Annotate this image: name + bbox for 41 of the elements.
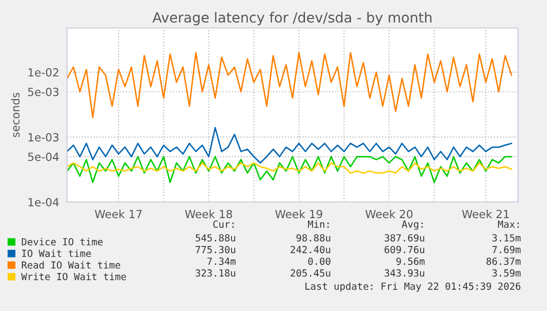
chart-title: Average latency for /dev/sda - by month [152,12,432,26]
legend-label: Device IO time [22,238,103,246]
text: 86.37m [486,258,521,265]
text: 98.88u [296,234,330,242]
text: 9.56m [396,258,425,265]
x-tick-label: Week 18 [185,210,232,218]
legend-label: IO Wait time [22,250,91,258]
x-tick-label: Week 17 [94,210,142,218]
text: 387.69u [384,234,424,242]
text: 775.30u [196,246,236,254]
line-series [67,126,512,164]
text: Cur: [213,220,234,228]
text: 343.93u [384,269,424,277]
y-tick-label: 1e-03 [28,133,58,142]
y-tick-label: 5e-04 [28,152,59,162]
text: 3.15m [492,234,521,242]
line-series [67,162,512,174]
text: 242.40u [290,246,330,254]
text: 323.18u [196,269,236,277]
text: 7.34m [207,258,236,265]
y-tick-label: 1e-04 [28,198,59,206]
text: 205.45u [290,269,330,277]
line-series [67,156,512,184]
text: 545.88u [196,234,236,242]
x-tick-label: Week 20 [365,210,412,218]
text: Avg: [402,220,423,230]
text: 3.59m [492,269,521,277]
y-tick-label: 1e-02 [28,68,58,77]
y-tick-label: 5e-03 [28,88,58,96]
line-series [67,52,512,118]
text: 0.00 [308,258,330,265]
legend-label: Write IO Wait time [21,272,126,280]
y-axis-title: seconds [11,92,20,138]
x-tick-label: Week 21 [462,210,509,218]
legend-label: Read IO Wait time [22,261,120,269]
text: Min: [308,220,329,228]
text: Max: [498,220,519,228]
text: 7.69m [492,246,521,254]
text: 609.76u [384,246,424,254]
x-tick-label: Week 19 [275,210,322,218]
text: Last update: Fri May 22 01:45:39 2026 [305,282,520,292]
